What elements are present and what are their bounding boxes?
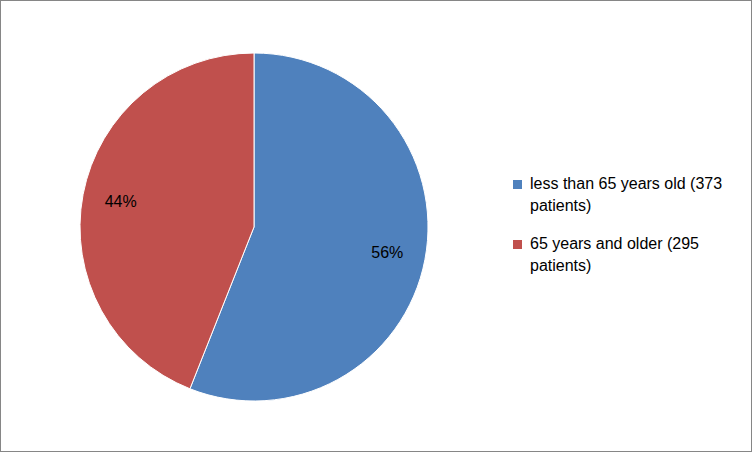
html-text:less than 65 years old (373 pa: less than 65 years old (373 patients) [530, 175, 723, 214]
svg-text:56%: 56% [371, 244, 403, 261]
html-text:65 years and older (295 patien: 65 years and older (295 patients) [530, 235, 699, 274]
svg-text:44%: 44% [105, 193, 137, 210]
